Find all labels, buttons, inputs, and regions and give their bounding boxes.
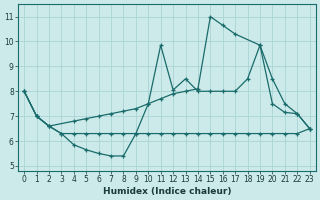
- X-axis label: Humidex (Indice chaleur): Humidex (Indice chaleur): [103, 187, 231, 196]
